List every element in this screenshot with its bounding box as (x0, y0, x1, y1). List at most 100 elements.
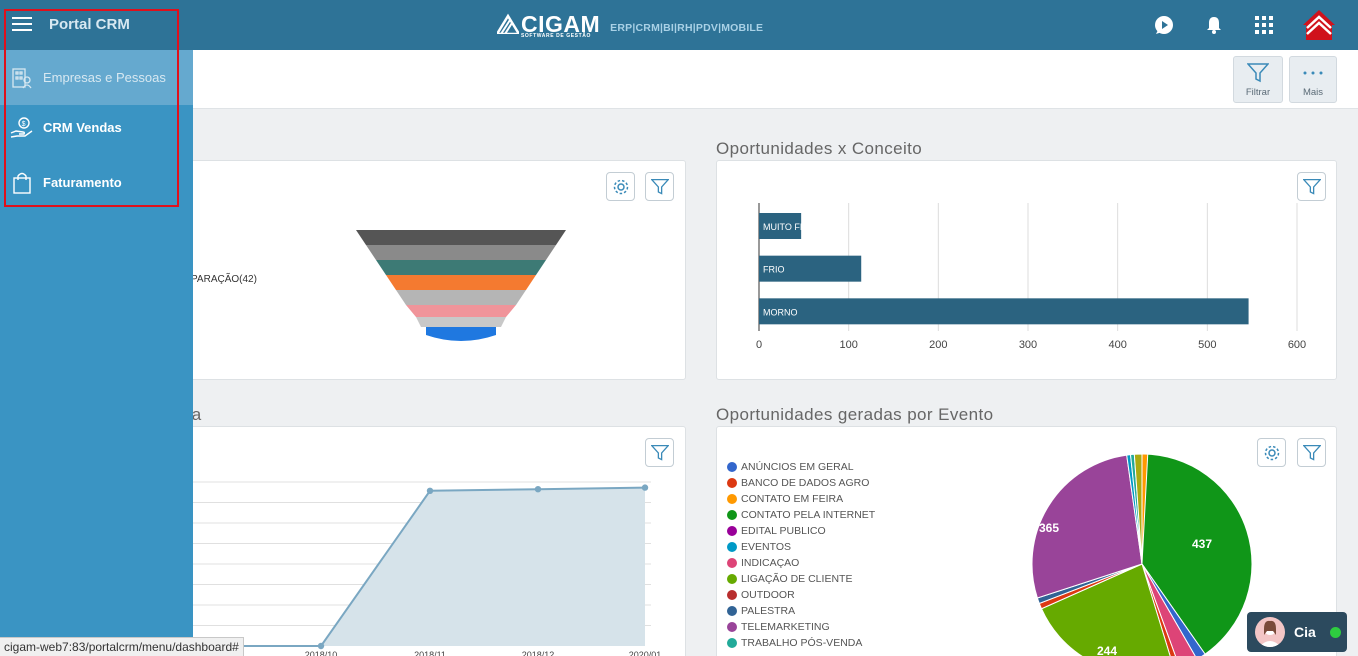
pie-value-label: 437 (1192, 537, 1212, 551)
legend-item[interactable]: CONTATO PELA INTERNET (727, 509, 875, 521)
pie-slice[interactable] (1141, 563, 1206, 656)
chat-avatar (1255, 617, 1285, 647)
hand-money-icon: $ (10, 116, 34, 140)
cigam-home-icon[interactable] (1302, 8, 1336, 42)
concept-panel: 0 100 200 300 400 500 600 MUITO FRIO FRIO MORNO (716, 160, 1337, 380)
legend-item[interactable]: BANCO DE DADOS AGRO (727, 477, 869, 489)
concept-filter-button[interactable] (1297, 172, 1326, 201)
legend-label: TRABALHO PÓS-VENDA (741, 637, 863, 649)
legend-item[interactable]: TELEMARKETING (727, 621, 830, 633)
legend-item[interactable]: PALESTRA (727, 605, 795, 617)
sidebar-item-faturamento[interactable]: Faturamento (0, 155, 193, 210)
area-fill (161, 487, 645, 646)
sidebar-item-crm-vendas[interactable]: $ CRM Vendas (0, 100, 193, 155)
funnel-filter-button[interactable] (645, 172, 674, 201)
funnel-stage-label: PARAÇÃO(42) (191, 274, 257, 285)
play-chat-icon[interactable] (1151, 12, 1177, 38)
pie-value-label: 244 (1097, 644, 1117, 656)
concept-bar-chart: 0 100 200 300 400 500 600 MUITO FRIO FRIO MORNO (756, 203, 1306, 351)
page-toolbar: Filtrar Mais (0, 50, 1358, 109)
funnel-settings-button[interactable] (606, 172, 635, 201)
legend-color-dot (727, 558, 737, 568)
filter-button-label: Filtrar (1245, 87, 1271, 98)
pie-slice[interactable] (1141, 563, 1197, 656)
x-tick-label: 500 (1198, 339, 1216, 351)
x-tick-label: 300 (1019, 339, 1037, 351)
more-button[interactable]: Mais (1289, 56, 1337, 103)
shopping-bag-icon (10, 171, 34, 195)
events-filter-button[interactable] (1297, 438, 1326, 467)
bar[interactable] (759, 255, 862, 282)
legend-label: LIGAÇÃO DE CLIENTE (741, 573, 853, 585)
data-point[interactable] (641, 484, 649, 491)
sidebar: Portal CRM Empresas e Pessoas $ CRM Vend… (0, 0, 193, 656)
funnel-stage (426, 327, 496, 341)
x-tick-label: 2020/01 (629, 650, 662, 656)
sidebar-title: Portal CRM (49, 16, 130, 33)
legend-color-dot (727, 606, 737, 616)
legend-label: EVENTOS (741, 541, 791, 553)
x-tick-label: 2018/10 (305, 650, 338, 656)
legend-color-dot (727, 462, 737, 472)
legend-color-dot (727, 478, 737, 488)
legend-color-dot (727, 638, 737, 648)
top-bar: CIGAM SOFTWARE DE GESTÃO ERP|CRM|BI|RH|P… (0, 0, 1358, 50)
cigam-logo[interactable]: CIGAM SOFTWARE DE GESTÃO ERP|CRM|BI|RH|P… (497, 11, 763, 39)
legend-item[interactable]: ANÚNCIOS EM GERAL (727, 461, 854, 473)
events-settings-button[interactable] (1257, 438, 1286, 467)
x-tick-label: 600 (1288, 339, 1306, 351)
legend-label: CONTATO PELA INTERNET (741, 509, 876, 521)
filter-button[interactable]: Filtrar (1233, 56, 1283, 103)
filter-icon (1247, 63, 1269, 83)
x-tick-label: 2018/12 (522, 650, 555, 656)
pie-slice[interactable] (1141, 563, 1180, 656)
line-filter-button[interactable] (645, 438, 674, 467)
bar-category-label: MORNO (763, 307, 798, 317)
legend-label: ANÚNCIOS EM GERAL (741, 461, 854, 473)
legend-item[interactable]: CONTATO EM FEIRA (727, 493, 843, 505)
legend-item[interactable]: OUTDOOR (727, 589, 795, 601)
data-point[interactable] (534, 486, 542, 493)
pie-slice[interactable] (1031, 454, 1143, 599)
bar-category-label: FRIO (763, 265, 785, 275)
legend-label: INDICAÇAO (741, 557, 800, 569)
brand-name: CIGAM (521, 11, 601, 37)
pie-slice[interactable] (1040, 563, 1175, 656)
building-icon (10, 66, 34, 90)
concept-panel-title: Oportunidades x Conceito (716, 139, 923, 158)
legend-item[interactable]: INDICAÇAO (727, 557, 799, 569)
gear-icon (1264, 445, 1279, 460)
pie-slice[interactable] (1141, 453, 1149, 565)
legend-item[interactable]: TRABALHO PÓS-VENDA (727, 637, 862, 649)
sidebar-item-label: Empresas e Pessoas (43, 70, 166, 85)
legend-item[interactable]: LIGAÇÃO DE CLIENTE (727, 573, 852, 585)
apps-grid-icon[interactable] (1251, 12, 1277, 38)
sidebar-item-empresas-e-pessoas[interactable]: Empresas e Pessoas (0, 50, 193, 105)
funnel-stage (356, 230, 566, 245)
legend-color-dot (727, 526, 737, 536)
legend-color-dot (727, 542, 737, 552)
legend-color-dot (727, 590, 737, 600)
x-tick-label: 100 (839, 339, 857, 351)
x-tick-label: 0 (756, 339, 762, 351)
funnel-chart (356, 230, 566, 341)
legend-color-dot (727, 510, 737, 520)
chat-widget[interactable]: Cia (1247, 612, 1347, 652)
funnel-stage (376, 260, 546, 275)
sidebar-item-label: CRM Vendas (43, 120, 122, 135)
data-point[interactable] (426, 487, 434, 494)
hamburger-menu-icon[interactable] (12, 16, 32, 37)
legend-label: CONTATO EM FEIRA (741, 493, 844, 505)
legend-item[interactable]: EDITAL PUBLICO (727, 525, 826, 537)
legend-label: PALESTRA (741, 605, 796, 617)
gear-icon (613, 179, 628, 194)
bell-icon[interactable] (1201, 12, 1227, 38)
more-button-label: Mais (1302, 87, 1324, 98)
funnel-panel: PARAÇÃO(42) (160, 160, 686, 380)
bar[interactable] (759, 298, 1249, 325)
pie-slice[interactable] (1141, 453, 1253, 655)
bar[interactable] (759, 213, 802, 239)
data-point[interactable] (317, 642, 325, 650)
legend-item[interactable]: EVENTOS (727, 541, 791, 553)
more-dots-icon (1303, 71, 1323, 75)
